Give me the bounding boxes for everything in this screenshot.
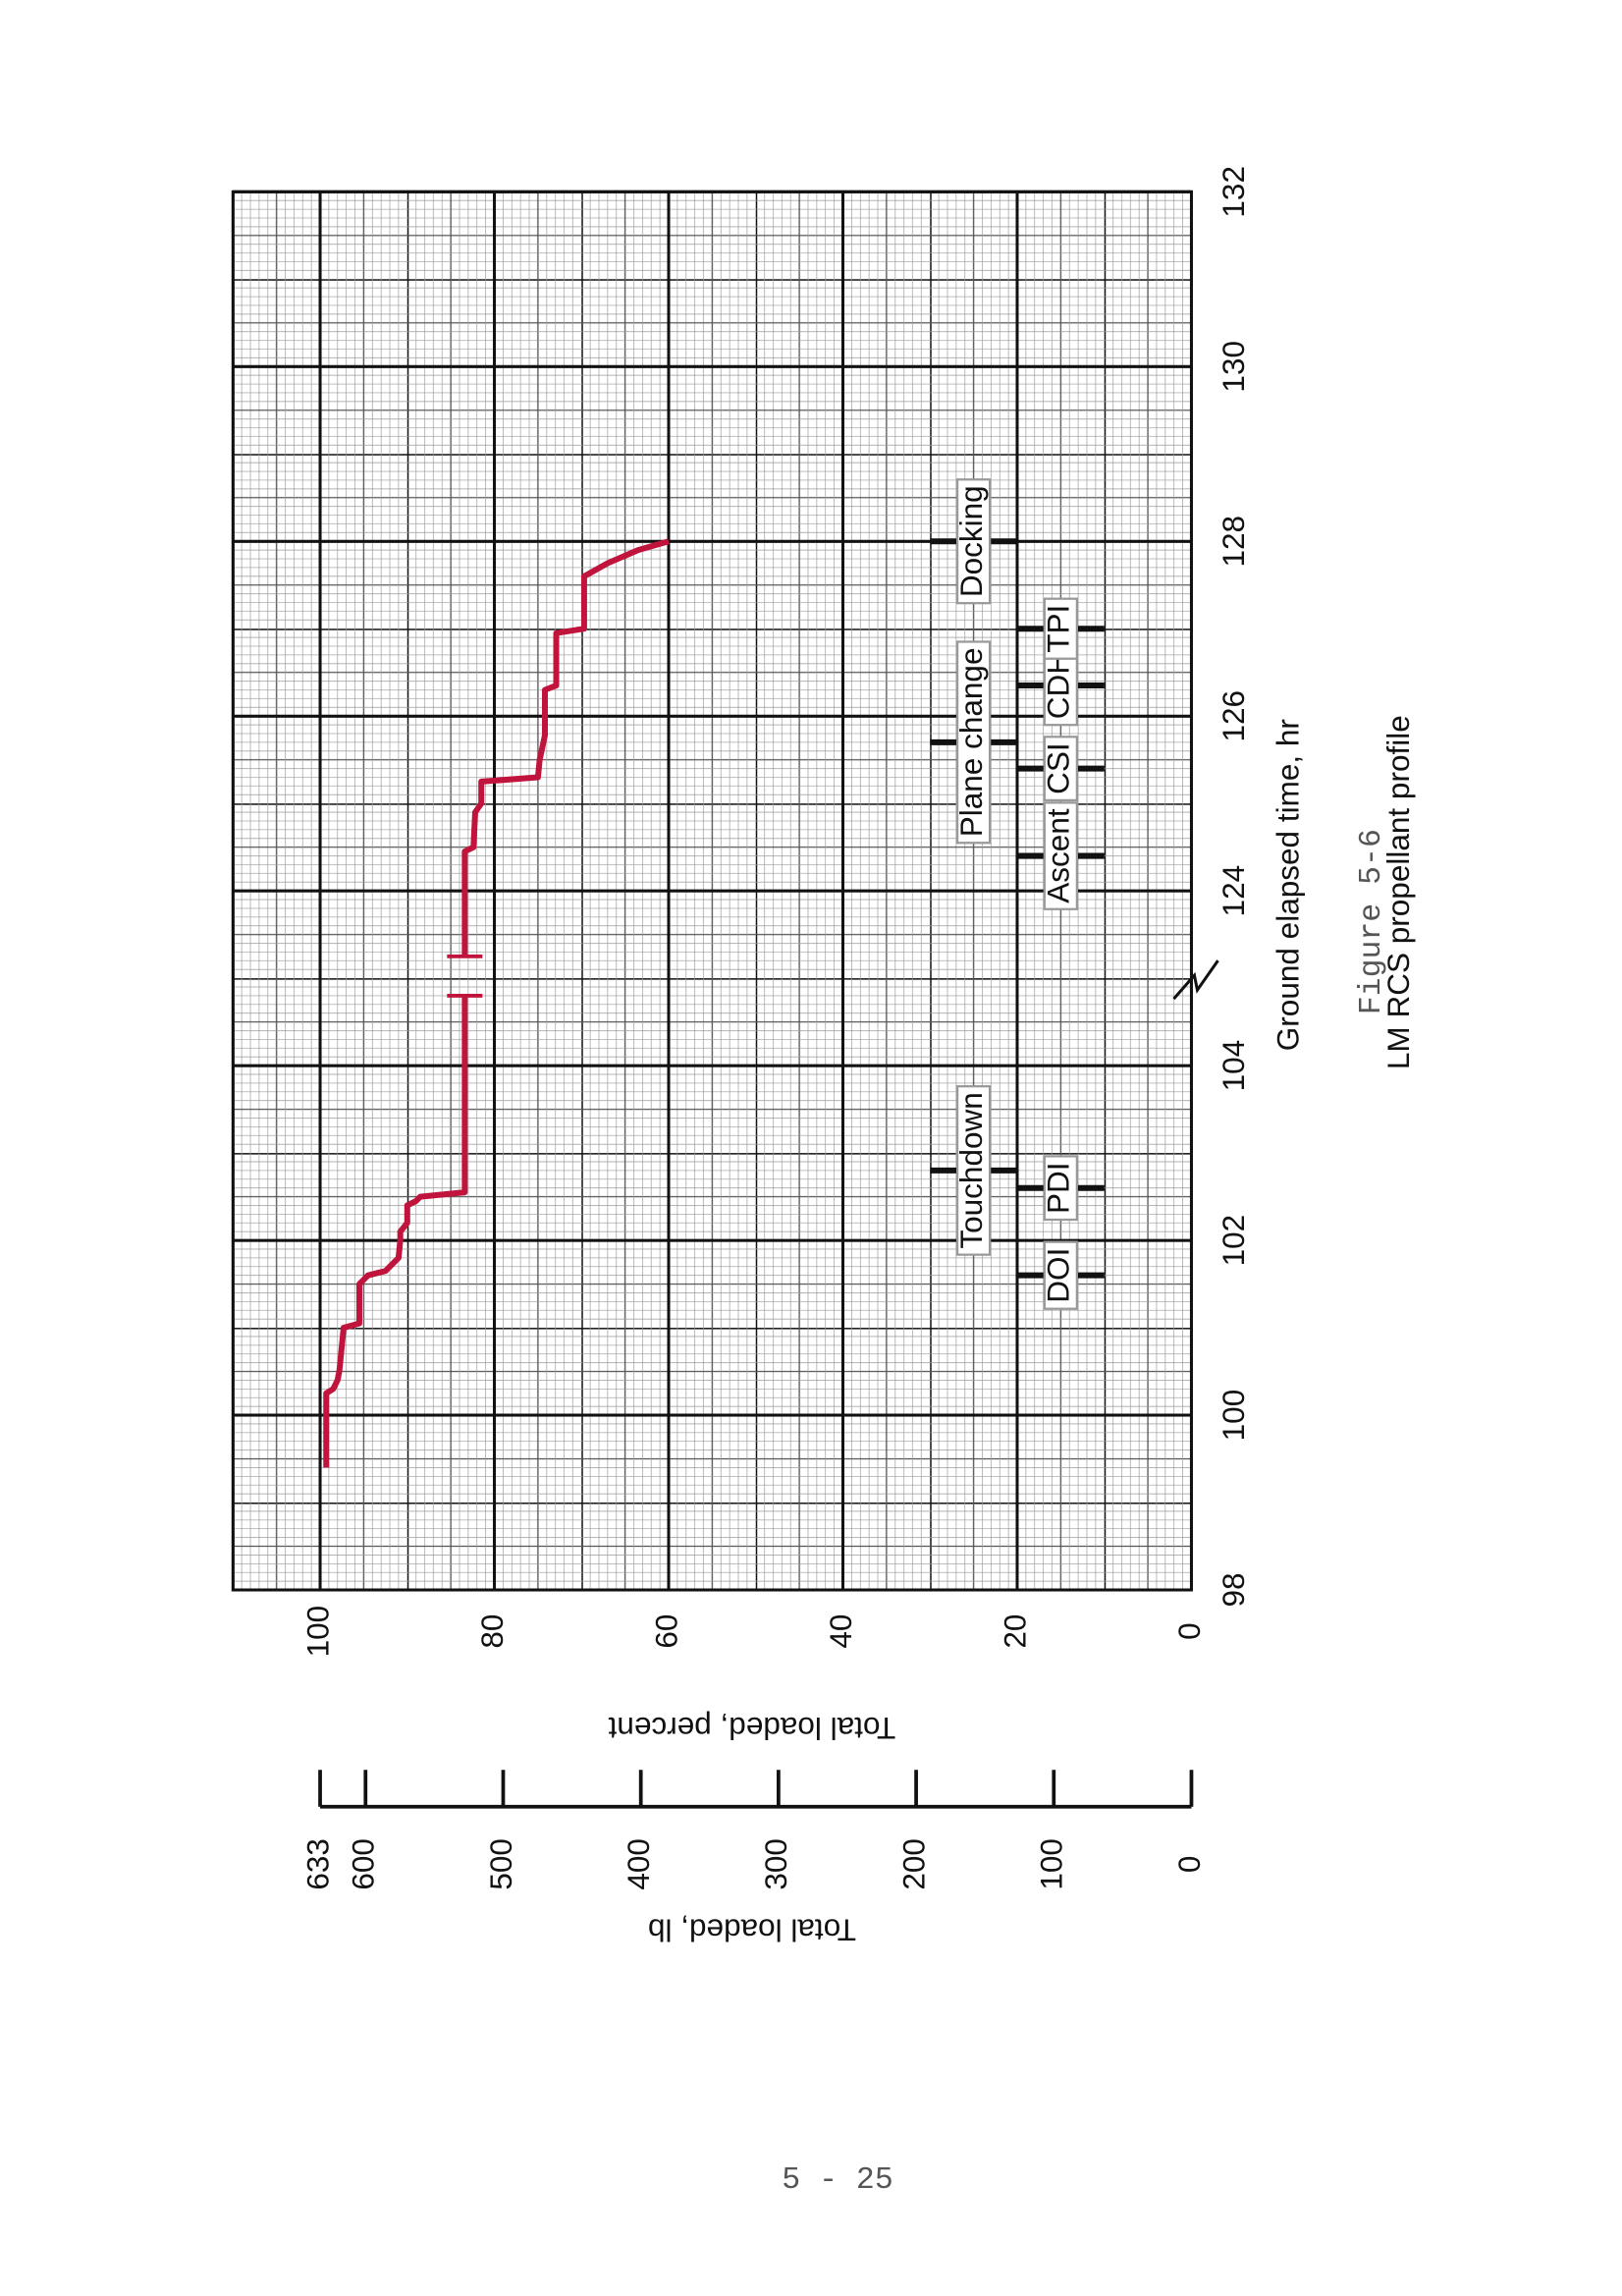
event-label-box [955, 640, 992, 845]
y2-tick-label: 500 [483, 1838, 518, 1890]
event-label: DOI [1041, 1248, 1076, 1303]
y-tick-label: 100 [299, 1606, 335, 1658]
x-tick-label: 98 [1216, 1572, 1251, 1607]
event-label: PDI [1041, 1162, 1076, 1214]
y2-tick-label: 0 [1171, 1856, 1207, 1874]
x-tick-label: 102 [1216, 1215, 1251, 1267]
y2-axis-title: Total loaded, lb [648, 1913, 856, 1948]
x-tick-label: 126 [1216, 690, 1251, 742]
y2-tick-label: 200 [895, 1838, 931, 1890]
y-tick-label: 80 [474, 1614, 510, 1649]
x-tick-label: 124 [1216, 865, 1251, 917]
axis-break [1172, 959, 1219, 1001]
figure-label: Figure 5-6 [1355, 829, 1389, 1014]
y-tick-label: 0 [1171, 1622, 1207, 1640]
event-label-box [1043, 1155, 1078, 1222]
y-tick-label: 60 [648, 1614, 683, 1649]
x-axis-title: Ground elapsed time, hr [1270, 719, 1305, 1051]
event-label: Touchdown [953, 1092, 989, 1248]
profile-line [323, 538, 670, 1468]
x-tick-label: 128 [1216, 516, 1251, 568]
y2-tick-label: 633 [299, 1838, 335, 1890]
y-tick-label: 40 [823, 1614, 858, 1649]
event-label: Docking [953, 485, 989, 597]
page-number: 5 - 25 [782, 2163, 892, 2198]
event-label: CDH [1041, 652, 1076, 719]
y-axis-title: Total loaded, percent [608, 1711, 895, 1746]
event-label: TPI [1041, 605, 1076, 653]
event-label-box [1043, 597, 1078, 660]
event-label-box [1043, 801, 1078, 910]
event-label-box [955, 478, 992, 605]
y-tick-label: 20 [997, 1614, 1032, 1649]
chart-title: LM RCS propellant profile [1380, 715, 1416, 1069]
event-label-box [1043, 736, 1078, 801]
event-label-box [955, 1085, 992, 1256]
y2-tick-label: 100 [1034, 1838, 1069, 1890]
y2-tick-label: 600 [346, 1838, 381, 1890]
event-label: Plane change [953, 648, 989, 838]
y2-tick-label: 400 [621, 1838, 656, 1890]
x-tick-label: 104 [1216, 1040, 1251, 1092]
event-label: CSI [1041, 742, 1076, 794]
event-label: Ascent [1041, 808, 1076, 903]
event-label-box [1043, 1240, 1078, 1310]
x-tick-label: 132 [1216, 166, 1251, 218]
x-tick-label: 100 [1216, 1390, 1251, 1442]
x-tick-label: 130 [1216, 341, 1251, 393]
y2-tick-label: 300 [758, 1838, 793, 1890]
